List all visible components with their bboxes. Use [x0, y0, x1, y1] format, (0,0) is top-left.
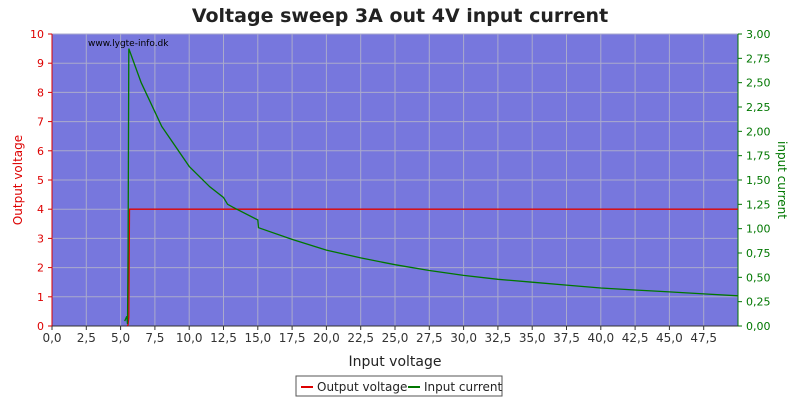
y-right-tick-label: 1,75 — [746, 150, 771, 163]
x-tick-label: 27,5 — [416, 331, 443, 345]
y-right-tick-label: 2,50 — [746, 77, 771, 90]
x-tick-label: 45,0 — [656, 331, 683, 345]
y-left-tick-label: 3 — [37, 232, 44, 245]
y-right-tick-label: 2,25 — [746, 101, 771, 114]
watermark: www.lygte-info.dk — [88, 39, 169, 49]
y-left-tick-label: 10 — [30, 28, 44, 41]
y-right-tick-label: 2,00 — [746, 125, 771, 138]
x-tick-label: 30,0 — [450, 331, 477, 345]
y-right-tick-label: 0,00 — [746, 320, 771, 333]
y-left-tick-label: 1 — [37, 291, 44, 304]
series-line-output-voltage — [126, 208, 738, 327]
y-left-tick-label: 2 — [37, 262, 44, 275]
axes: 0,0 2,5 5,0 7,5 10,0 12,5 15,0 17,5 20,0 22,5 25,0… — [30, 28, 771, 345]
y-axis-right-label: input current — [775, 141, 789, 219]
x-tick-label: 40,0 — [587, 331, 614, 345]
y-right-tick-label: 1,25 — [746, 198, 771, 211]
y-left-tick-label: 0 — [37, 320, 44, 333]
x-tick-label: 35,0 — [519, 331, 546, 345]
y-right-tick-label: 0,50 — [746, 271, 771, 284]
y-left-tick-label: 7 — [37, 116, 44, 129]
x-tick-label: 17,5 — [279, 331, 306, 345]
y-right-tick-label: 2,75 — [746, 52, 771, 65]
y-right-tick-label: 0,75 — [746, 247, 771, 260]
x-tick-label: 37,5 — [553, 331, 580, 345]
y-right-tick-label: 0,25 — [746, 296, 771, 309]
legend-box — [295, 375, 503, 397]
y-left-tick-label: 6 — [37, 145, 44, 158]
series-line-input-current — [124, 48, 739, 325]
x-tick-label: 2,5 — [77, 331, 96, 345]
grid — [51, 33, 738, 327]
x-tick-label: 20,0 — [313, 331, 340, 345]
legend: Output voltage Input current — [295, 375, 503, 397]
x-tick-label: 15,0 — [244, 331, 271, 345]
y-right-tick-label: 1,00 — [746, 223, 771, 236]
x-tick-label: 0,0 — [42, 331, 61, 345]
x-tick-label: 12,5 — [210, 331, 237, 345]
y-right-tick-label: 3,00 — [746, 28, 771, 41]
series-layer — [124, 48, 739, 327]
x-tick-label: 47,5 — [690, 331, 717, 345]
x-tick-label: 25,0 — [382, 331, 409, 345]
y-right-tick-label: 1,50 — [746, 174, 771, 187]
y-left-tick-label: 8 — [37, 86, 44, 99]
x-tick-label: 10,0 — [176, 331, 203, 345]
x-tick-label: 22,5 — [347, 331, 374, 345]
x-tick-label: 32,5 — [485, 331, 512, 345]
x-axis-label: Input voltage — [348, 354, 441, 370]
y-left-tick-label: 9 — [37, 57, 44, 70]
x-tick-label: 5,0 — [111, 331, 130, 345]
legend-label-input-current: Input current — [424, 380, 502, 394]
chart-title: Voltage sweep 3A out 4V input current — [192, 5, 608, 27]
y-left-tick-label: 5 — [37, 174, 44, 187]
y-axis-left-label: Output voltage — [11, 135, 25, 225]
x-tick-label: 42,5 — [622, 331, 649, 345]
y-left-tick-label: 4 — [37, 203, 44, 216]
legend-label-output-voltage: Output voltage — [317, 380, 407, 394]
x-tick-label: 7,5 — [145, 331, 164, 345]
